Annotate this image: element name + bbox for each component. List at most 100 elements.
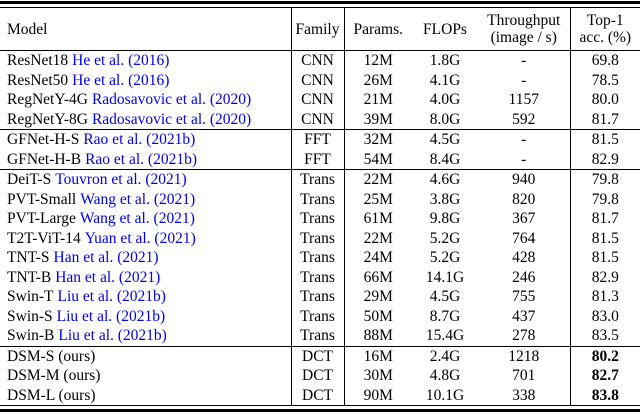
top1-cell: 81.5 <box>570 129 640 150</box>
table-row: DSM-L (ours) DCT 90M 10.1G 338 83.8 <box>0 385 640 405</box>
citation-link[interactable]: Touvron et al. (2021) <box>55 171 187 189</box>
throughput-cell: 246 <box>478 267 571 287</box>
params-cell: 25M <box>363 190 393 208</box>
header-top1: Top-1 acc. (%) <box>570 8 640 51</box>
citation-link[interactable]: Radosavovic et al. (2020) <box>91 110 252 128</box>
flops-cell: 4.8G <box>429 367 461 385</box>
table-row: DeiT-S Touvron et al. (2021) Trans 22M 4.6G 9… <box>0 169 640 190</box>
params-cell: 32M <box>344 129 412 150</box>
params-cell: 22M <box>363 229 393 247</box>
model-cell: PVT-Small Wang et al. (2021) <box>0 189 292 209</box>
flops-cell: 5.2G <box>429 229 461 247</box>
family-cell: Trans <box>291 189 345 209</box>
citation-link[interactable]: Rao et al. (2021b) <box>85 150 197 168</box>
citation-link[interactable]: Wang et al. (2021) <box>80 190 196 208</box>
model-name: GFNet-H-S <box>7 131 80 149</box>
model-cell: GFNet-H-B Rao et al. (2021b) <box>0 149 292 170</box>
table-row: TNT-B Han et al. (2021) Trans 66M 14.1G 246 82… <box>0 267 640 287</box>
table-body: ResNet18 He et al. (2016) CNN 12M 1.8G -69.8 R… <box>0 50 640 405</box>
citation-link[interactable]: Yuan et al. (2021) <box>84 229 196 247</box>
top1-cell: 81.7 <box>591 210 619 228</box>
bottom-rule-thin <box>0 405 640 406</box>
model-name: Swin-S <box>7 307 53 325</box>
table-row: GFNet-H-S Rao et al. (2021b) FFT 32M 4.5G -81… <box>0 129 640 150</box>
table-row: Swin-S Liu et al. (2021b) Trans 50M 8.7G 437 8… <box>0 306 640 326</box>
model-name: PVT-Small <box>7 190 77 208</box>
model-cell: DSM-S (ours) <box>0 345 292 366</box>
top1-cell: 79.8 <box>591 190 619 208</box>
params-cell: 54M <box>363 150 393 168</box>
flops-cell: 4.0G <box>429 91 461 109</box>
citation-link[interactable]: Liu et al. (2021b) <box>58 327 167 345</box>
table-row: DSM-M (ours) DCT 30M 4.8G 701 82.7 <box>0 366 640 386</box>
citation-link[interactable]: Han et al. (2021) <box>53 249 159 267</box>
flops-cell: 4.6G <box>412 169 478 190</box>
throughput-cell: 278 <box>478 326 571 346</box>
table-row: DSM-S (ours) DCT 16M 2.4G 1218 80.2 <box>0 345 640 366</box>
citation-link[interactable]: Liu et al. (2021b) <box>56 307 166 325</box>
citation-link[interactable]: Liu et al. (2021b) <box>57 288 166 306</box>
flops-cell: 8.0G <box>429 110 461 128</box>
top1-cell: 79.8 <box>570 169 640 190</box>
header-throughput: Throughput (image / s) <box>478 8 571 51</box>
flops-cell: 8.7G <box>429 307 461 325</box>
family-cell: Trans <box>291 306 345 326</box>
family-cell: Trans <box>291 267 345 287</box>
family-cell: CNN <box>291 70 345 90</box>
top1-cell: 81.5 <box>591 229 619 247</box>
model-name: ResNet50 <box>7 71 69 89</box>
top1-cell: 83.0 <box>591 307 619 325</box>
top1-cell: 80.2 <box>570 345 640 366</box>
model-name: DSM-M (ours) <box>7 367 101 385</box>
model-cell: Swin-S Liu et al. (2021b) <box>0 306 292 326</box>
family-cell: Trans <box>291 228 345 248</box>
header-params: Params. <box>344 8 412 51</box>
citation-link[interactable]: Rao et al. (2021b) <box>83 131 196 149</box>
citation-link[interactable]: He et al. (2016) <box>72 71 170 89</box>
table-row: T2T-ViT-14 Yuan et al. (2021) Trans 22M 5.2G… <box>0 228 640 248</box>
citation-link[interactable]: Han et al. (2021) <box>55 268 161 286</box>
model-name: Swin-B <box>7 327 55 345</box>
model-cell: DSM-M (ours) <box>0 366 292 386</box>
top1-cell: 80.0 <box>591 91 619 109</box>
family-cell: FFT <box>291 129 345 150</box>
throughput-cell: 367 <box>478 209 571 229</box>
table-row: TNT-S Han et al. (2021) Trans 24M 5.2G 428 81.… <box>0 248 640 268</box>
flops-cell: 10.1G <box>425 386 465 404</box>
flops-cell: 2.4G <box>412 345 478 366</box>
throughput-cell: 1157 <box>478 90 571 110</box>
params-cell: 16M <box>344 345 412 366</box>
header-top1-line1: Top-1 <box>586 12 624 29</box>
header-throughput-line2: (image / s) <box>490 29 557 46</box>
family-cell: DCT <box>291 345 345 366</box>
citation-link[interactable]: Wang et al. (2021) <box>79 210 195 228</box>
params-cell: 30M <box>363 367 393 385</box>
citation-link[interactable]: Radosavovic et al. (2020) <box>91 91 252 109</box>
model-cell: TNT-B Han et al. (2021) <box>0 267 292 287</box>
params-cell: 50M <box>363 307 393 325</box>
family-cell: Trans <box>291 287 345 307</box>
top1-cell: 82.7 <box>591 367 619 385</box>
flops-cell: 4.5G <box>412 129 478 150</box>
model-name: ResNet18 <box>7 52 69 70</box>
throughput-cell: 338 <box>478 385 571 405</box>
model-cell: PVT-Large Wang et al. (2021) <box>0 209 292 229</box>
params-cell: 29M <box>363 288 393 306</box>
table-header: Model Family Params. FLOPs Throughput (i… <box>0 8 640 51</box>
flops-cell: 1.8G <box>429 52 461 70</box>
params-cell: 90M <box>363 386 393 404</box>
model-name: DSM-S (ours) <box>7 347 96 365</box>
header-throughput-line1: Throughput <box>487 12 561 29</box>
model-cell: DeiT-S Touvron et al. (2021) <box>0 169 292 190</box>
family-cell: CNN <box>291 109 345 130</box>
params-cell: 22M <box>344 169 412 190</box>
citation-link[interactable]: He et al. (2016) <box>72 52 170 70</box>
comparison-table: Model Family Params. FLOPs Throughput (i… <box>0 8 640 405</box>
table-row: Swin-T Liu et al. (2021b) Trans 29M 4.5G 755 8… <box>0 287 640 307</box>
table-row: ResNet18 He et al. (2016) CNN 12M 1.8G -69.8 <box>0 50 640 71</box>
table-row: PVT-Small Wang et al. (2021) Trans 25M 3.8G 8… <box>0 189 640 209</box>
family-cell: FFT <box>291 149 345 170</box>
throughput-cell: 940 <box>478 169 571 190</box>
